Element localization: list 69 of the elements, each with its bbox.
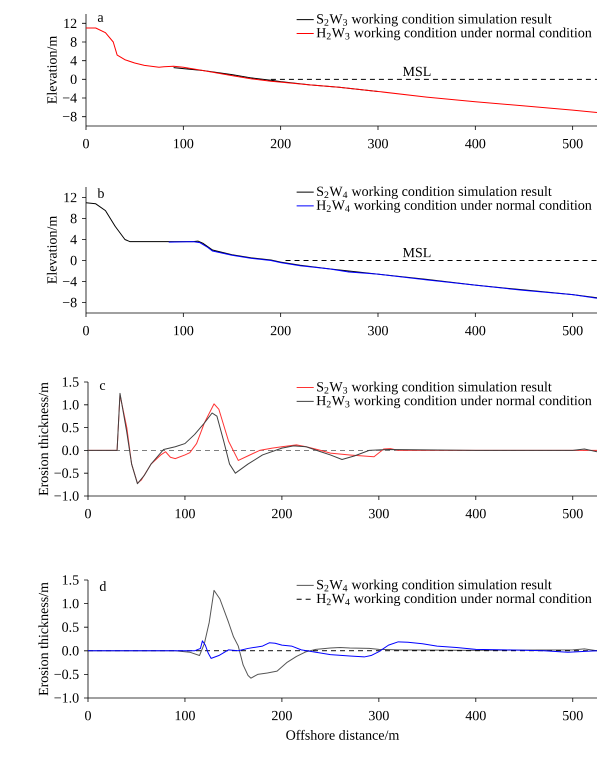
y-tick-label: 12: [64, 192, 76, 202]
annotation: MSL: [402, 66, 430, 76]
x-tick-label: 300: [369, 710, 389, 720]
x-tick-label: 500: [563, 710, 583, 720]
legend-label: S$_{2}$W$_{4}$ working condition simulation result: [317, 579, 552, 592]
y-tick-label: 12: [64, 18, 76, 28]
x-tick-label: 0: [83, 138, 89, 148]
legend-label: S$_{2}$W$_{4}$ working condition simulation result: [317, 186, 552, 199]
y-tick-label: 0.5: [62, 622, 79, 632]
x-tick-label: 100: [174, 326, 194, 336]
x-tick-label: 500: [562, 138, 583, 148]
line-series: [168, 241, 597, 299]
y-tick-label: 0: [70, 256, 77, 266]
legend-label: S$_{2}$W$_{3}$ working condition simulation result: [317, 382, 552, 394]
legend-label: S$_{2}$W$_{3}$ working condition simulation result: [317, 14, 552, 26]
annotation: c: [100, 383, 106, 390]
x-tick-label: 100: [176, 508, 195, 518]
y-tick-label: −4: [62, 93, 77, 103]
x-tick-label: 400: [465, 138, 486, 148]
x-tick-label: 500: [563, 508, 583, 518]
legend-label: H$_{2}$W$_{3}$ working condition under normal condition: [316, 395, 592, 408]
y-tick-label: −8: [62, 298, 77, 308]
y-tick-label: 0.5: [62, 422, 79, 432]
x-tick-label: 0: [85, 710, 91, 720]
y-tick-label: 0.0: [62, 446, 79, 456]
x-tick-label: 200: [270, 138, 291, 148]
x-axis-title: Offshore distance/m: [286, 730, 400, 740]
y-axis-title: Elevation/m: [46, 216, 57, 284]
y-tick-label: 4: [70, 56, 77, 66]
x-tick-label: 100: [176, 710, 195, 720]
y-tick-label: 8: [70, 37, 77, 47]
line-series: [86, 28, 597, 113]
annotation: d: [100, 581, 106, 592]
annotation: b: [97, 188, 104, 198]
x-tick-label: 0: [85, 508, 91, 518]
y-tick-label: −1.0: [54, 693, 79, 703]
y-tick-label: −4: [62, 276, 77, 286]
x-tick-label: 300: [368, 326, 388, 336]
y-tick-label: 1.5: [62, 575, 79, 585]
y-tick-label: −1.0: [54, 491, 79, 501]
x-tick-label: 200: [270, 326, 291, 336]
y-tick-label: 1.0: [62, 400, 79, 410]
x-tick-label: 300: [369, 508, 389, 518]
x-tick-label: 400: [466, 710, 486, 720]
legend-label: H$_{2}$W$_{4}$ working condition under normal condition: [316, 200, 592, 213]
x-tick-label: 100: [174, 138, 194, 148]
y-tick-label: −0.5: [54, 670, 79, 680]
legend-label: H$_{2}$W$_{4}$ working condition under normal condition: [316, 593, 592, 606]
y-tick-label: 0: [70, 74, 77, 84]
x-tick-label: 200: [272, 508, 292, 518]
x-tick-label: 500: [562, 326, 583, 336]
y-tick-label: 1.5: [62, 377, 79, 387]
legend-label: H$_{2}$W$_{3}$ working condition under normal condition: [316, 28, 592, 40]
y-axis-title: Erosion thickness/m: [38, 582, 48, 696]
x-tick-label: 0: [83, 326, 89, 336]
y-axis-title: Elevation/m: [46, 36, 57, 104]
x-tick-label: 400: [465, 326, 486, 336]
annotation: MSL: [402, 248, 430, 258]
x-tick-label: 300: [368, 138, 388, 148]
annotation: a: [98, 15, 104, 22]
y-tick-label: −8: [62, 112, 77, 122]
y-tick-label: 4: [70, 234, 77, 244]
x-tick-label: 400: [466, 508, 486, 518]
y-tick-label: −0.5: [54, 468, 79, 478]
y-tick-label: 0.0: [62, 646, 79, 656]
y-tick-label: 1.0: [62, 598, 79, 608]
x-tick-label: 200: [272, 710, 292, 720]
y-tick-label: 8: [70, 214, 77, 224]
y-axis-title: Erosion thickness/m: [38, 382, 48, 496]
